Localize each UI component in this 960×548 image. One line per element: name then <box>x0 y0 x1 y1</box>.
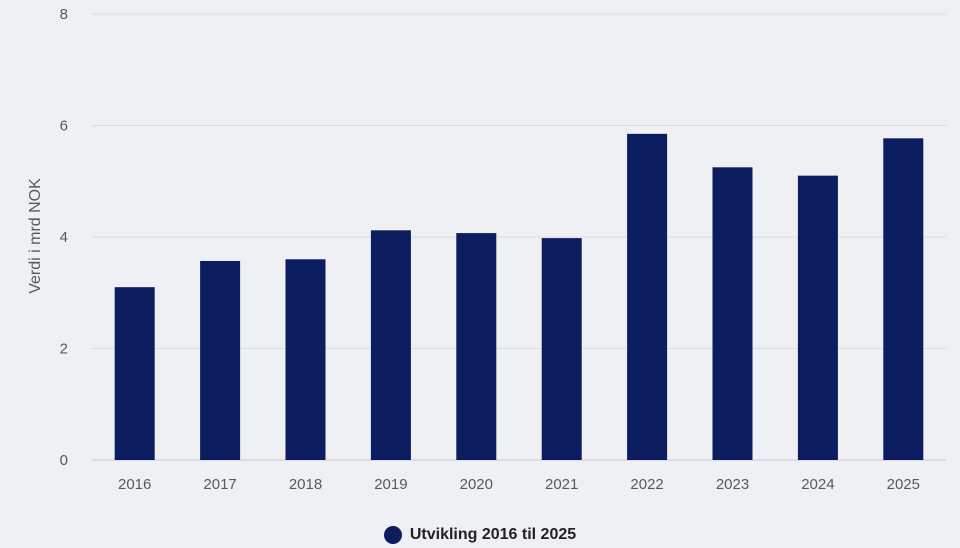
x-tick-label: 2023 <box>716 476 749 493</box>
y-axis-ticks: 0 2 4 6 8 <box>60 6 68 469</box>
bar-2022[interactable] <box>627 133 668 461</box>
x-tick-label: 2025 <box>887 476 920 493</box>
x-tick-label: 2018 <box>289 476 322 493</box>
bar-2020[interactable] <box>456 233 497 460</box>
bar-2023[interactable] <box>712 167 753 460</box>
legend-marker <box>383 526 402 544</box>
x-tick-label: 2024 <box>801 476 834 493</box>
x-tick-label: 2019 <box>374 476 407 493</box>
bar-2024[interactable] <box>797 175 838 461</box>
bar-2025[interactable] <box>883 138 924 460</box>
bar-2018[interactable] <box>285 259 326 460</box>
y-tick-label: 6 <box>60 118 68 135</box>
bar-2016[interactable] <box>114 287 155 460</box>
y-axis-label: Verdi i mrd NOK <box>27 178 44 294</box>
x-tick-label: 2017 <box>203 476 236 493</box>
y-tick-label: 4 <box>60 229 68 246</box>
bars <box>114 133 924 461</box>
x-axis-ticks: 2016 2017 2018 2019 2020 2021 2022 2023 2024 2025 <box>118 476 920 493</box>
y-tick-label: 0 <box>60 452 68 469</box>
x-tick-label: 2020 <box>460 476 493 493</box>
bar-2021[interactable] <box>541 238 582 460</box>
legend[interactable]: Utvikling 2016 til 2025 <box>0 522 960 548</box>
legend-label: Utvikling 2016 til 2025 <box>409 526 577 543</box>
bar-2017[interactable] <box>200 260 241 460</box>
bar-2019[interactable] <box>370 230 411 460</box>
y-tick-label: 8 <box>60 6 68 23</box>
x-tick-label: 2021 <box>545 476 578 493</box>
x-tick-label: 2022 <box>630 476 663 493</box>
y-tick-label: 2 <box>60 341 68 358</box>
x-tick-label: 2016 <box>118 476 151 493</box>
